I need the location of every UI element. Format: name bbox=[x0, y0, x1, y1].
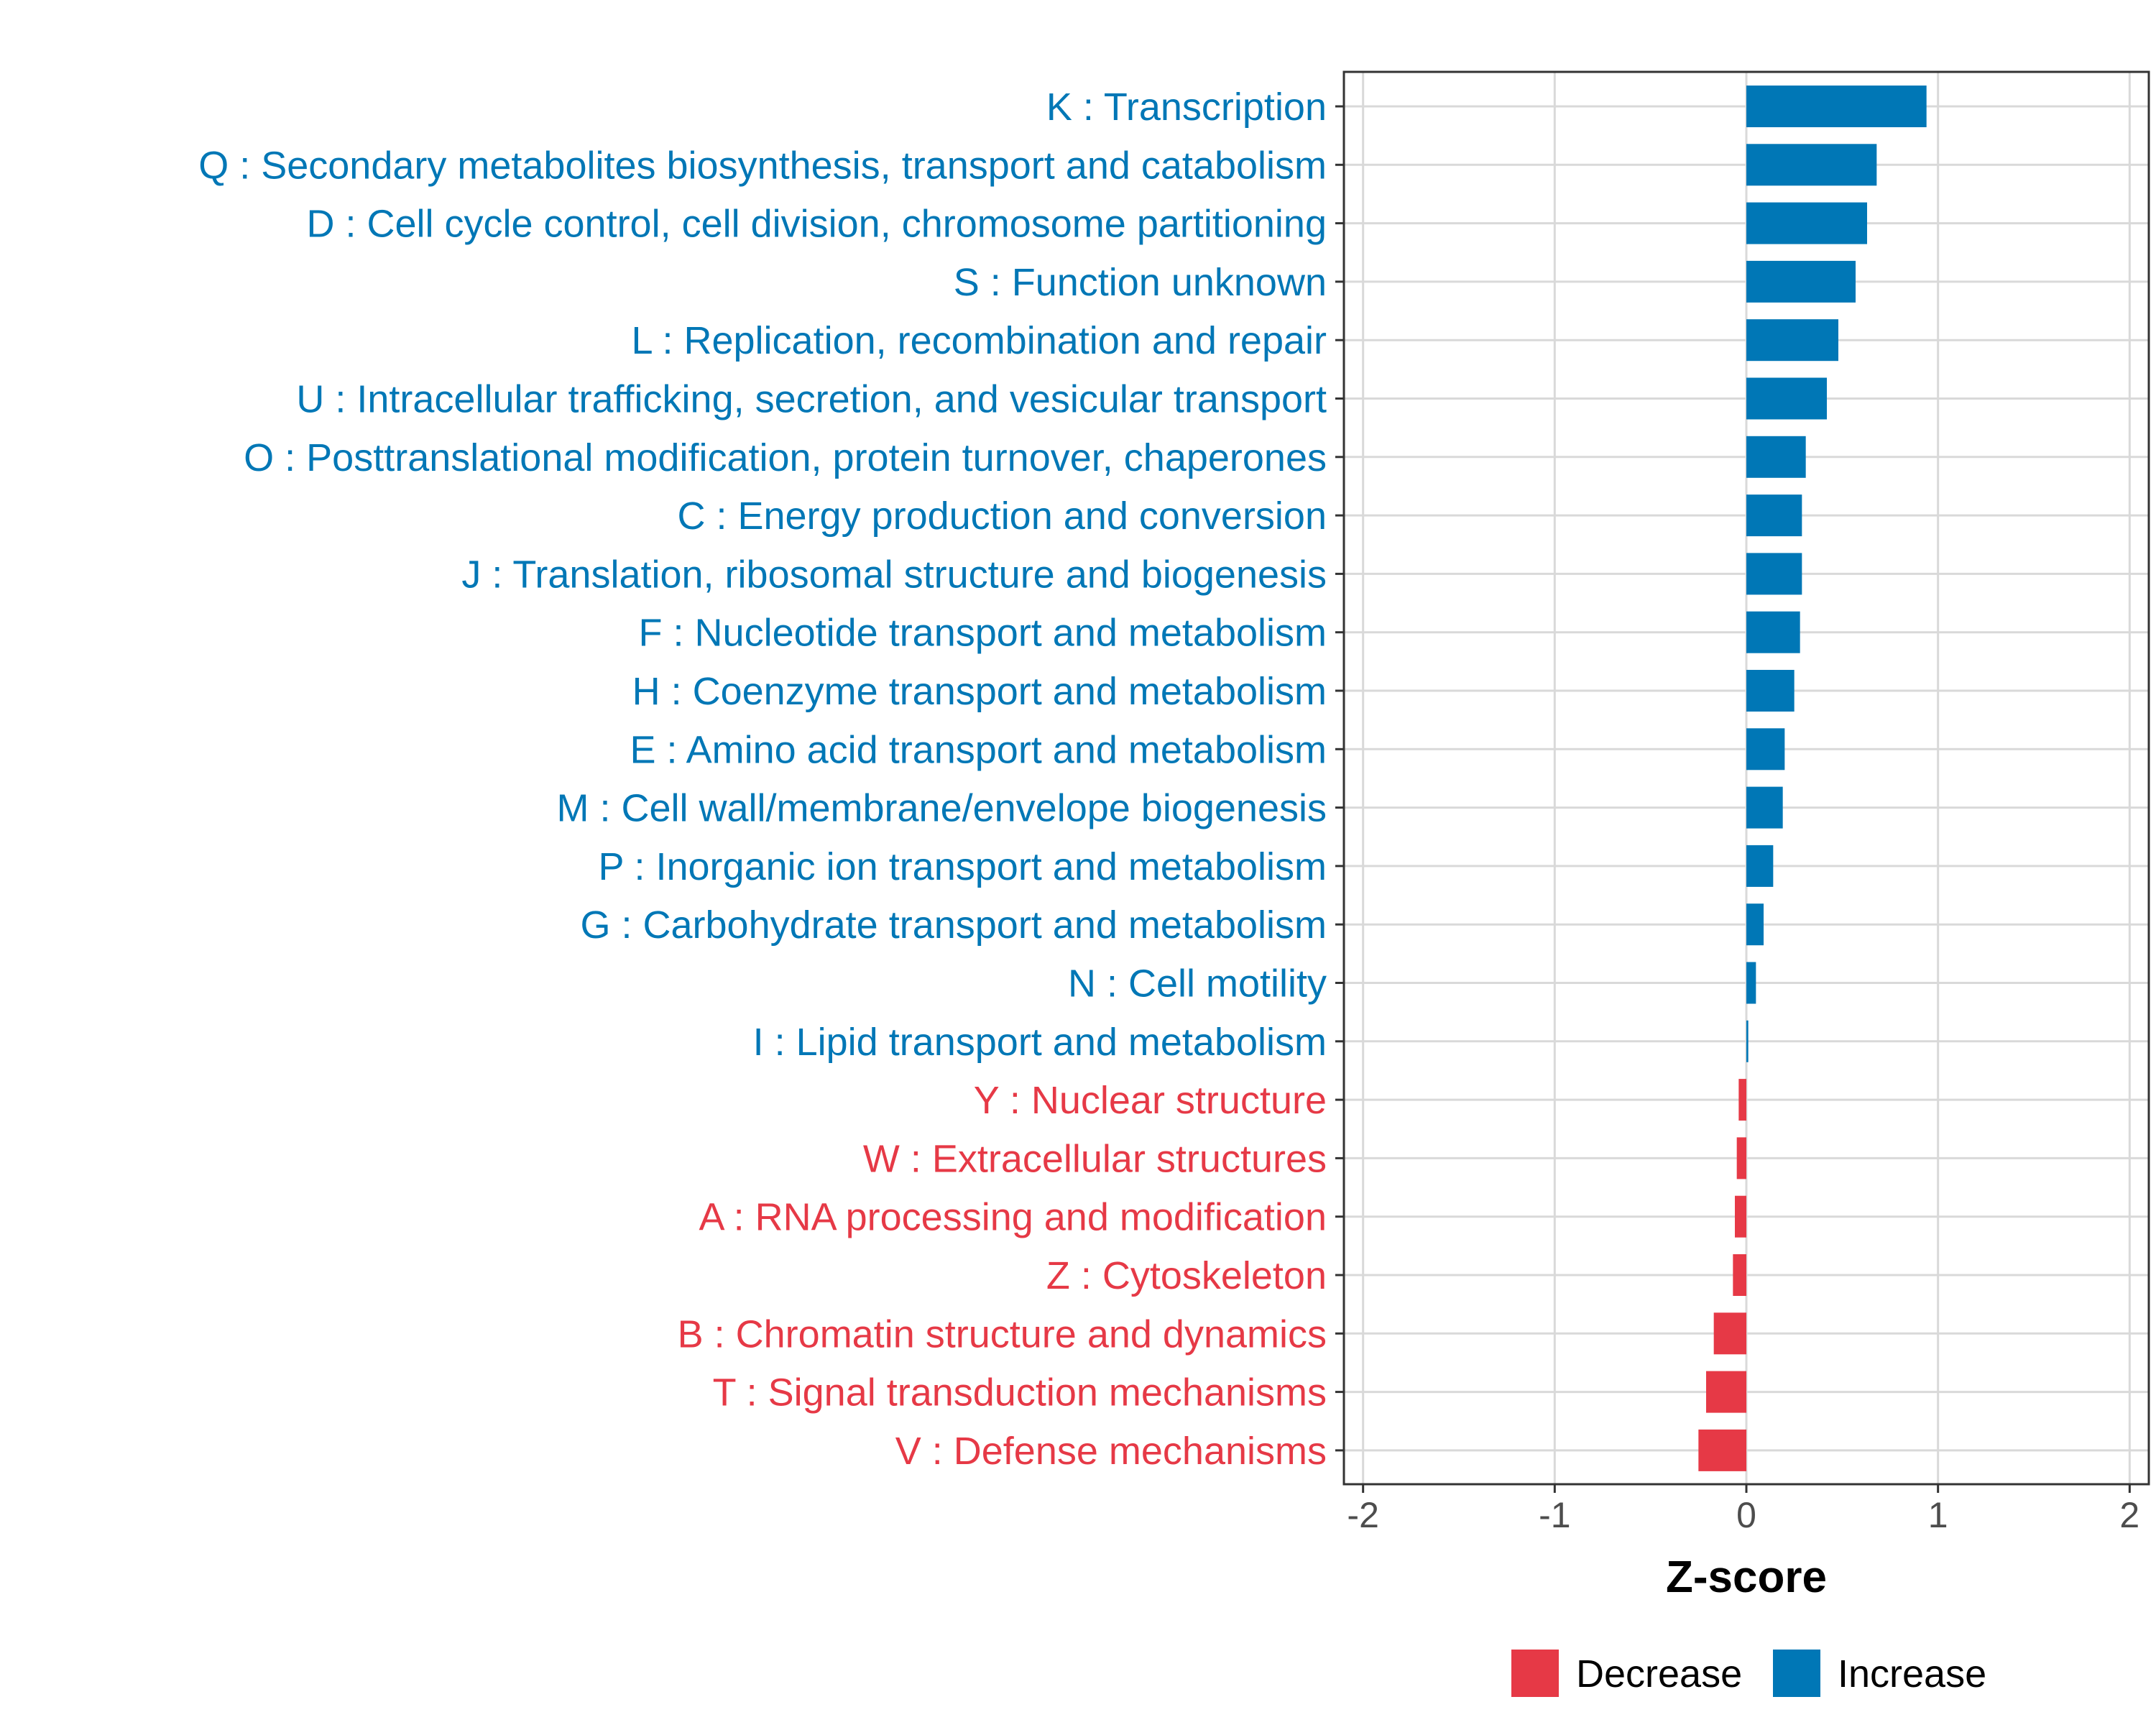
bar bbox=[1746, 202, 1867, 244]
bar bbox=[1746, 611, 1800, 653]
bar bbox=[1746, 670, 1795, 712]
bar bbox=[1746, 144, 1877, 186]
category-label: M : Cell wall/membrane/envelope biogenes… bbox=[556, 787, 1327, 830]
bar bbox=[1746, 553, 1802, 595]
x-tick-label: -2 bbox=[1347, 1495, 1378, 1535]
plot-panel-border bbox=[1342, 70, 2150, 1486]
axes bbox=[1335, 70, 2150, 1493]
bar bbox=[1733, 1254, 1746, 1296]
category-label: K : Transcription bbox=[1046, 86, 1327, 129]
bar bbox=[1713, 1312, 1746, 1355]
bar bbox=[1746, 903, 1764, 946]
bar bbox=[1738, 1079, 1746, 1121]
x-tick-label: 2 bbox=[2119, 1495, 2139, 1535]
bars bbox=[1698, 86, 1927, 1471]
category-label: V : Defense mechanisms bbox=[895, 1430, 1327, 1473]
category-label: T : Signal transduction mechanisms bbox=[713, 1371, 1327, 1414]
category-label: B : Chromatin structure and dynamics bbox=[678, 1312, 1327, 1356]
bar bbox=[1746, 962, 1756, 1004]
bar bbox=[1735, 1195, 1746, 1238]
category-label: Z : Cytoskeleton bbox=[1046, 1254, 1327, 1297]
bar bbox=[1746, 786, 1783, 829]
category-label: G : Carbohydrate transport and metabolis… bbox=[581, 903, 1327, 947]
category-label: I : Lipid transport and metabolism bbox=[753, 1021, 1327, 1064]
category-label: L : Replication, recombination and repai… bbox=[631, 319, 1327, 362]
bar bbox=[1746, 845, 1774, 887]
x-tick-label: -1 bbox=[1539, 1495, 1570, 1535]
legend-swatch-decrease bbox=[1511, 1650, 1559, 1697]
bar bbox=[1746, 260, 1856, 303]
bar bbox=[1746, 319, 1838, 362]
category-label: A : RNA processing and modification bbox=[699, 1196, 1327, 1239]
category-label: U : Intracellular trafficking, secretion… bbox=[296, 378, 1327, 421]
bar bbox=[1746, 494, 1802, 537]
category-label: N : Cell motility bbox=[1068, 962, 1327, 1006]
category-label: D : Cell cycle control, cell division, c… bbox=[306, 203, 1327, 246]
category-label: E : Amino acid transport and metabolism bbox=[630, 728, 1327, 771]
bar bbox=[1746, 377, 1827, 420]
legend-label-decrease: Decrease bbox=[1576, 1652, 1742, 1696]
category-label: H : Coenzyme transport and metabolism bbox=[632, 670, 1327, 713]
bar bbox=[1706, 1371, 1746, 1413]
category-label: J : Translation, ribosomal structure and… bbox=[461, 553, 1327, 596]
category-labels: K : Transcription Q : Secondary metabolit… bbox=[198, 86, 1327, 1473]
x-tick-label: 0 bbox=[1736, 1495, 1756, 1535]
bar bbox=[1746, 86, 1927, 127]
category-label: C : Energy production and conversion bbox=[677, 494, 1327, 538]
x-tick-labels: -2 -1 0 1 2 bbox=[1347, 1495, 2139, 1535]
bar bbox=[1746, 1020, 1749, 1062]
bar bbox=[1698, 1429, 1746, 1471]
x-axis-title: Z-score bbox=[1666, 1552, 1827, 1602]
category-label: S : Function unknown bbox=[954, 261, 1327, 304]
legend-swatch-increase bbox=[1773, 1650, 1820, 1697]
bar bbox=[1736, 1137, 1746, 1179]
bar bbox=[1746, 436, 1806, 478]
legend: Decrease Increase bbox=[1511, 1650, 1986, 1697]
category-label: O : Posttranslational modification, prot… bbox=[244, 436, 1327, 479]
category-label: Q : Secondary metabolites biosynthesis, … bbox=[198, 144, 1327, 187]
category-label: P : Inorganic ion transport and metaboli… bbox=[598, 845, 1327, 888]
bar bbox=[1746, 728, 1785, 770]
category-label: W : Extracellular structures bbox=[863, 1137, 1327, 1180]
legend-label-increase: Increase bbox=[1838, 1652, 1986, 1696]
category-label: Y : Nuclear structure bbox=[974, 1079, 1327, 1122]
x-tick-label: 1 bbox=[1928, 1495, 1948, 1535]
category-label: F : Nucleotide transport and metabolism bbox=[639, 612, 1327, 655]
